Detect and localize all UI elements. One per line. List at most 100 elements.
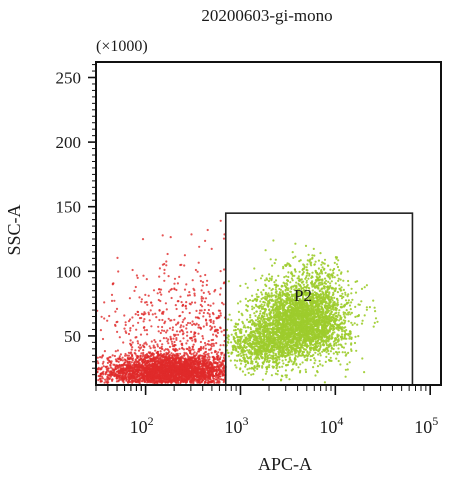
data-point [182,337,185,340]
data-point [151,362,155,365]
data-point [97,362,100,365]
data-point [152,358,155,361]
data-point [223,334,226,337]
data-point [147,294,150,297]
data-point [178,275,181,278]
data-point [219,270,222,273]
data-point [344,291,347,294]
data-point [143,342,146,345]
data-point [342,295,345,299]
data-point [173,318,176,321]
data-point [137,364,140,367]
data-point [218,363,221,367]
data-point [119,365,122,368]
data-point [185,301,188,304]
data-point [159,357,162,360]
data-point [214,329,217,332]
data-point [206,228,209,232]
data-point [342,313,345,316]
data-point [137,349,141,352]
data-point [110,378,114,381]
data-point [142,353,145,356]
data-point [182,318,185,321]
data-point [214,375,218,379]
data-point [318,359,321,363]
data-point [165,353,168,356]
data-point [214,350,218,353]
data-point [205,358,208,361]
data-point [185,327,188,330]
data-point [246,305,249,308]
data-point [204,375,207,378]
data-point [101,337,105,341]
data-point [104,373,107,376]
data-point [163,272,166,275]
data-point [144,293,147,296]
data-point [161,358,164,361]
data-point [165,260,168,263]
data-point [215,353,219,356]
data-point [151,304,154,307]
data-point [143,360,146,364]
data-point [204,273,207,277]
data-point [197,368,200,371]
data-point [173,362,176,365]
data-point [193,292,196,295]
data-point [262,288,265,292]
data-point [351,298,354,301]
data-point [128,360,131,364]
data-point [207,290,210,293]
data-point [200,289,203,292]
data-point [151,360,154,363]
data-point [208,292,211,295]
data-point [124,359,127,362]
data-point [149,365,153,368]
data-point [207,303,210,307]
data-point [179,361,182,364]
data-point [185,374,188,377]
data-point [183,367,186,370]
data-point [182,364,185,367]
data-point [166,329,169,332]
data-point [109,364,112,367]
data-point [127,369,130,372]
data-point [323,381,326,384]
data-point [201,379,204,382]
data-point [117,360,120,363]
data-point [139,372,142,375]
data-point [276,369,279,373]
data-point [175,323,178,326]
data-point [105,367,108,370]
data-point [131,268,134,272]
data-point [130,351,133,354]
data-point [210,247,213,250]
data-point [203,308,206,312]
data-point [191,320,194,323]
data-point [260,291,263,294]
data-point [175,338,178,341]
data-point [129,363,132,366]
data-point [99,372,102,376]
data-point [186,294,190,297]
data-point [183,254,186,257]
data-point [144,301,147,304]
data-point [159,331,162,335]
data-point [131,346,134,349]
data-point [150,340,153,343]
data-point [267,279,271,283]
data-point [152,344,155,347]
data-point [165,371,168,374]
data-point [136,340,139,343]
data-point [216,376,219,379]
data-point [143,346,146,349]
data-point [116,367,119,370]
data-point [101,362,104,365]
data-point [198,312,201,315]
data-point [148,363,151,366]
data-point [140,298,143,301]
data-point [223,268,226,271]
data-point [148,357,152,360]
data-point [219,326,222,329]
data-point [327,352,330,355]
data-point [193,351,196,354]
